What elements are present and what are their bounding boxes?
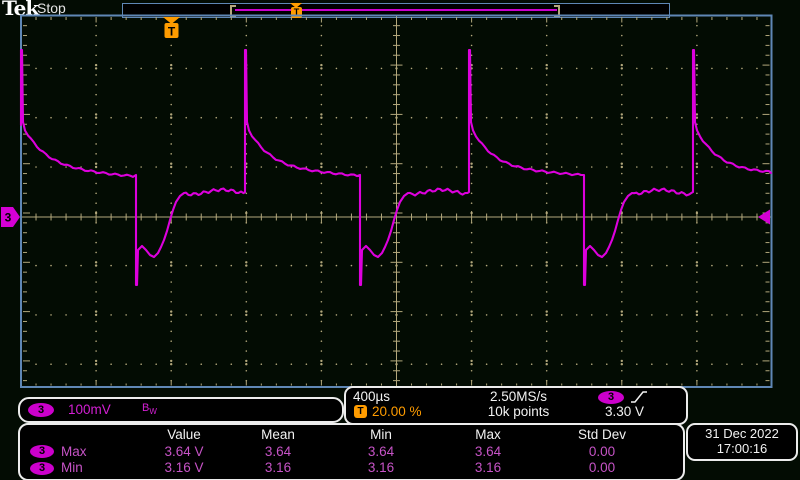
col-header-value: Value bbox=[167, 427, 201, 442]
measurements-table[interactable]: Value Mean Min Max Std Dev 3 Max 3.64 V … bbox=[18, 423, 685, 480]
cell-stddev: 0.00 bbox=[588, 443, 616, 459]
trigger-t-icon: T bbox=[291, 7, 302, 18]
graticule bbox=[20, 14, 773, 388]
rising-edge-icon bbox=[631, 391, 647, 403]
measurement-row-label[interactable]: 3 Max bbox=[26, 444, 126, 461]
channel-3-label: 3 bbox=[5, 211, 12, 225]
channel-readout[interactable]: 3 100mV BW bbox=[18, 397, 344, 423]
sample-rate: 2.50MS/s bbox=[489, 389, 548, 404]
channel-badge[interactable]: 3 bbox=[28, 402, 54, 417]
horizontal-trigger-readout[interactable]: 400µs T 20.00 % 2.50MS/s 10k points 3 3.… bbox=[344, 386, 688, 425]
trigger-level-value: 3.30 V bbox=[605, 404, 645, 419]
cell-mean: 3.64 bbox=[264, 443, 292, 459]
trigger-source-badge[interactable]: 3 bbox=[598, 391, 624, 404]
measurement-name: Min bbox=[61, 460, 83, 475]
trigger-position-marker[interactable]: T bbox=[163, 17, 180, 39]
measurement-row-label[interactable]: 3 Min bbox=[26, 460, 126, 477]
cell-min: 3.64 bbox=[367, 443, 395, 459]
cell-mean: 3.16 bbox=[264, 460, 292, 475]
measurement-name: Max bbox=[61, 443, 87, 459]
cell-min: 3.16 bbox=[367, 460, 395, 475]
channel-scale: 100mV bbox=[68, 402, 111, 417]
col-header-max: Max bbox=[475, 427, 501, 442]
channel-badge: 3 bbox=[30, 445, 54, 459]
waveform-trace bbox=[19, 48, 773, 287]
cell-stddev: 0.00 bbox=[588, 460, 616, 475]
channel-badge: 3 bbox=[30, 461, 54, 475]
table-corner bbox=[26, 427, 126, 444]
trigger-t-icon: T bbox=[168, 25, 176, 39]
trigger-level-marker[interactable] bbox=[758, 209, 770, 225]
col-header-min: Min bbox=[370, 427, 392, 442]
record-length: 10k points bbox=[487, 404, 550, 419]
record-window-line bbox=[235, 9, 557, 11]
bandwidth-limit-icon: BW bbox=[142, 402, 157, 417]
channel-ground-marker[interactable]: 3 bbox=[1, 207, 20, 227]
col-header-mean: Mean bbox=[261, 427, 295, 442]
time-text: 17:00:16 bbox=[716, 441, 768, 456]
date-text: 31 Dec 2022 bbox=[705, 426, 779, 441]
trigger-t-icon: T bbox=[354, 405, 367, 418]
cell-value: 3.64 V bbox=[164, 443, 204, 459]
cell-max: 3.64 bbox=[474, 443, 502, 459]
cell-value: 3.16 V bbox=[164, 460, 204, 475]
col-header-stddev: Std Dev bbox=[577, 427, 627, 442]
time-per-division: 400µs bbox=[353, 389, 391, 404]
trigger-caret-icon bbox=[290, 3, 302, 8]
acquisition-status[interactable]: Stop bbox=[37, 0, 66, 16]
trigger-position-percent: 20.00 % bbox=[372, 404, 422, 419]
record-trigger-position-icon[interactable]: T bbox=[290, 3, 303, 21]
datetime-display[interactable]: 31 Dec 2022 17:00:16 bbox=[686, 423, 798, 461]
cell-max: 3.16 bbox=[474, 460, 502, 475]
